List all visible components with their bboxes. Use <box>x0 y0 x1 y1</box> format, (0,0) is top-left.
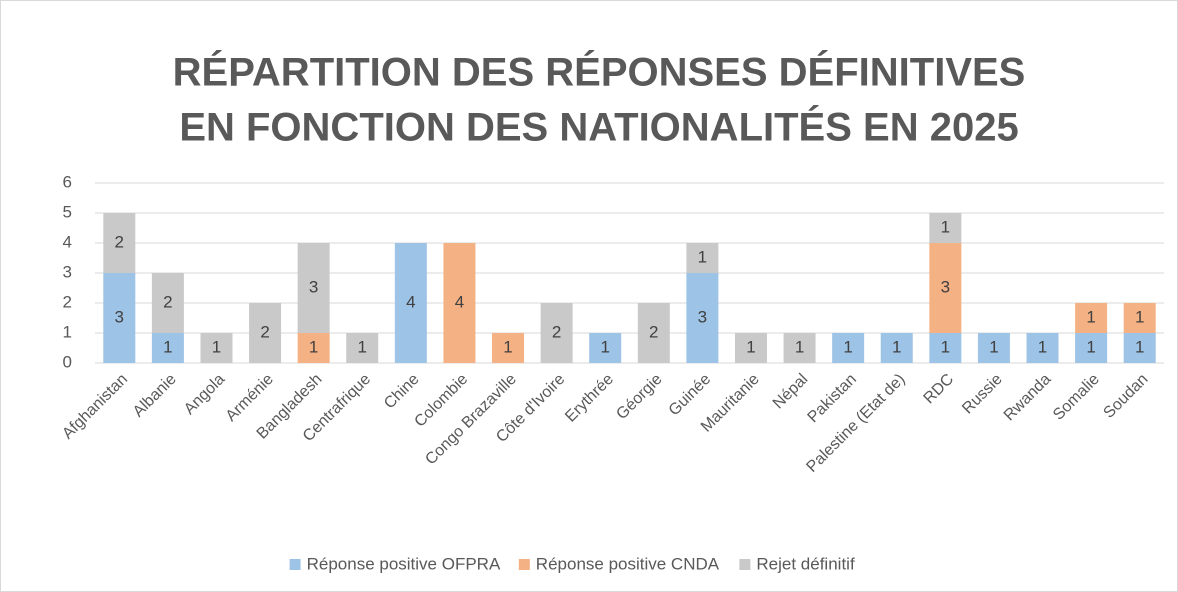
y-tick-label: 0 <box>63 352 72 371</box>
data-label: 1 <box>941 217 950 236</box>
data-label: 3 <box>941 277 950 296</box>
data-label: 1 <box>698 247 707 266</box>
data-label: 1 <box>989 337 998 356</box>
bar-segment <box>1123 333 1156 363</box>
data-label: 1 <box>600 337 609 356</box>
bar-segment <box>297 243 330 333</box>
data-label: 2 <box>649 322 658 341</box>
data-label: 1 <box>1086 307 1095 326</box>
bar-segment <box>686 243 719 273</box>
bar-segment <box>1026 333 1059 363</box>
data-label: 2 <box>163 292 172 311</box>
legend-label: Réponse positive CNDA <box>536 554 720 573</box>
data-label: 1 <box>1135 337 1144 356</box>
bar-segment <box>734 333 767 363</box>
bar-segment <box>540 303 573 363</box>
data-label: 1 <box>1135 307 1144 326</box>
bar-segment <box>103 213 136 273</box>
data-label: 1 <box>1038 337 1047 356</box>
data-label: 3 <box>115 307 124 326</box>
legend-label: Réponse positive OFPRA <box>307 554 501 573</box>
data-label: 4 <box>406 292 415 311</box>
data-label: 1 <box>892 337 901 356</box>
bar-segment <box>637 303 670 363</box>
bar-segment <box>929 213 962 243</box>
y-tick-label: 6 <box>63 172 72 191</box>
data-label: 4 <box>455 292 464 311</box>
bar-segment <box>249 303 282 363</box>
bar-segment <box>1075 333 1108 363</box>
data-label: 1 <box>843 337 852 356</box>
bar-segment <box>1075 303 1108 333</box>
bar-segment <box>151 333 184 363</box>
data-label: 1 <box>941 337 950 356</box>
bar-segment <box>103 273 136 363</box>
data-label: 1 <box>795 337 804 356</box>
bar-segment <box>880 333 913 363</box>
bar-segment <box>686 273 719 363</box>
bar-segment <box>297 333 330 363</box>
y-tick-label: 2 <box>63 292 72 311</box>
y-tick-label: 3 <box>63 262 72 281</box>
bar-segment <box>394 243 427 363</box>
data-label: 1 <box>309 337 318 356</box>
data-label: 2 <box>115 232 124 251</box>
data-label: 1 <box>746 337 755 356</box>
bar-segment <box>589 333 622 363</box>
data-label: 1 <box>163 337 172 356</box>
bar-segment <box>443 243 476 363</box>
y-tick-label: 5 <box>63 202 72 221</box>
data-label: 3 <box>698 307 707 326</box>
bar-segment <box>492 333 525 363</box>
bar-segment <box>1123 303 1156 333</box>
y-tick-label: 4 <box>63 232 72 251</box>
legend-swatch <box>739 559 751 570</box>
bar-segment <box>151 273 184 333</box>
data-label: 2 <box>260 322 269 341</box>
chart-title: EN FONCTION DES NATIONALITÉS EN 2025 <box>179 105 1018 150</box>
legend-label: Rejet définitif <box>756 554 855 573</box>
bar-segment <box>832 333 865 363</box>
chart-title: RÉPARTITION DES RÉPONSES DÉFINITIVES <box>173 50 1026 95</box>
data-label: 1 <box>212 337 221 356</box>
bar-segment <box>783 333 816 363</box>
bar-segment <box>929 333 962 363</box>
data-label: 1 <box>358 337 367 356</box>
data-label: 1 <box>1086 337 1095 356</box>
data-label: 3 <box>309 277 318 296</box>
bar-segment <box>977 333 1010 363</box>
data-label: 1 <box>503 337 512 356</box>
y-tick-label: 1 <box>63 322 72 341</box>
bar-segment <box>200 333 233 363</box>
legend-swatch <box>289 559 301 570</box>
bar-segment <box>929 243 962 333</box>
bar-segment <box>346 333 379 363</box>
legend-swatch <box>518 559 530 570</box>
data-label: 2 <box>552 322 561 341</box>
